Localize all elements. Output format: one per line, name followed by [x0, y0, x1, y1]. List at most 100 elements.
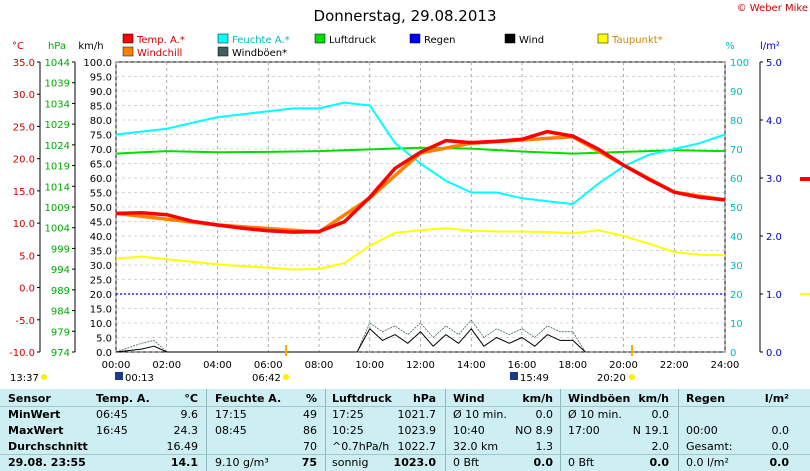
sunset-sun-icon	[629, 374, 635, 380]
table-cell: sonnig	[332, 456, 369, 469]
table-cell: MaxWert	[8, 424, 64, 437]
wind-tick-label: 50.0	[90, 203, 112, 214]
time-tick-label: 16:00	[508, 360, 537, 371]
sun-icon	[283, 374, 289, 380]
time-tick-label: 08:00	[305, 360, 334, 371]
table-cell: 9.10 g/m³	[215, 456, 269, 469]
temp-tick-label: 5.0	[19, 251, 35, 262]
table-header-cell: Luftdruck	[332, 392, 392, 405]
temp-tick-label: 25.0	[13, 122, 35, 133]
table-cell: 75	[301, 456, 317, 469]
legend-swatch	[122, 46, 134, 57]
humidity-tick-label: 100	[730, 58, 749, 69]
table-separator	[560, 389, 561, 471]
legend-label: Windböen*	[232, 48, 287, 59]
temp-tick-label: 30.0	[13, 90, 35, 101]
table-cell: 16:45	[96, 424, 128, 437]
humidity-tick-label: 30	[730, 261, 743, 272]
table-cell: 10:25	[332, 424, 364, 437]
table-header-cell: l/m²	[764, 392, 789, 405]
table-cell: 0.0 l/m²	[686, 456, 729, 469]
table-cell: 10:40	[453, 424, 485, 437]
table-header-cell: km/h	[638, 392, 669, 405]
table-cell: 86	[303, 424, 317, 437]
pressure-tick-label: 994	[51, 265, 70, 276]
humidity-tick-label: 20	[730, 290, 743, 301]
table-cell: 0.0	[649, 456, 670, 469]
wind-tick-label: 55.0	[90, 189, 112, 200]
table-cell: N 19.1	[632, 424, 669, 437]
axis-unit: l/m²	[760, 41, 780, 52]
table-cell: NO 8.9	[515, 424, 553, 437]
pressure-tick-label: 1024	[45, 141, 70, 152]
wind-tick-label: 45.0	[90, 218, 112, 229]
wind-tick-label: 65.0	[90, 160, 112, 171]
legend-swatch	[217, 33, 229, 44]
legend-label: Temp. A.*	[136, 35, 185, 46]
legend-label: Feuchte A.*	[232, 35, 290, 46]
time-tick-label: 06:00	[254, 360, 283, 371]
table-header-cell: Wind	[453, 392, 485, 405]
pressure-tick-label: 1029	[45, 120, 70, 131]
table-cell: 1.3	[535, 440, 554, 453]
pressure-tick-label: 1009	[45, 203, 70, 214]
legend: Temp. A.* Feuchte A.* Luftdruck Regen Wind Ta…	[122, 33, 663, 59]
table-cell: 1021.7	[397, 408, 437, 421]
rain-tick-label: 1.0	[766, 290, 782, 301]
table-cell: 06:45	[96, 408, 128, 421]
table-cell: 0 Bft	[568, 456, 595, 469]
pressure-tick-label: 1044	[45, 58, 70, 69]
wind-tick-label: 95.0	[90, 73, 112, 84]
legend-label: Windchill	[137, 48, 182, 59]
table-cell: 0.0	[771, 440, 790, 453]
time-tick-label: 14:00	[457, 360, 486, 371]
plot-area	[115, 61, 726, 353]
wind-tick-label: 40.0	[90, 232, 112, 243]
table-cell: 16.49	[166, 440, 199, 453]
axis-unit: km/h	[78, 41, 103, 52]
sunset-moon-label: 15:49	[520, 373, 549, 384]
legend-label: Regen	[424, 35, 456, 46]
pressure-tick-label: 999	[51, 244, 70, 255]
table-header-cell: °C	[184, 392, 198, 405]
legend-swatch	[314, 33, 326, 44]
wind-tick-label: 85.0	[90, 102, 112, 113]
table-header-cell: hPa	[412, 392, 436, 405]
sunset-moon-marker-icon	[510, 372, 518, 380]
wind-tick-label: 20.0	[90, 290, 112, 301]
table-cell: 1022.7	[397, 440, 437, 453]
legend-label: Luftdruck	[329, 35, 376, 46]
rain-tick-label: 4.0	[766, 116, 782, 127]
weather-chart: Donnerstag, 29.08.2013 © Weber Mike Temp…	[9, 3, 810, 384]
time-tick-label: 18:00	[558, 360, 587, 371]
rain-tick-label: 3.0	[766, 174, 782, 185]
table-rule	[0, 454, 810, 455]
humidity-tick-label: 90	[730, 87, 743, 98]
wind-tick-label: 100.0	[83, 58, 112, 69]
sun-events: 13:37 00:13 06:42 15:49 20:20	[10, 345, 635, 384]
temp-tick-label: 10.0	[13, 219, 35, 230]
table-cell: 0.0	[651, 408, 670, 421]
wind-tick-label: 90.0	[90, 87, 112, 98]
pressure-tick-label: 1039	[45, 79, 70, 90]
legend-swatch	[122, 33, 134, 44]
legend-swatch	[409, 33, 421, 44]
wind-tick-label: 25.0	[90, 276, 112, 287]
offscreen-temp-stub	[800, 177, 810, 181]
temp-tick-label: 0.0	[19, 284, 35, 295]
series-wind	[115, 328, 586, 353]
table-header-cell: Temp. A.	[96, 392, 150, 405]
table-cell: 49	[303, 408, 317, 421]
legend-swatch	[597, 33, 609, 44]
table-cell: Gesamt:	[686, 440, 733, 453]
table-separator	[206, 389, 207, 471]
table-cell: Ø 10 min.	[568, 408, 622, 421]
table-cell: 70	[303, 440, 317, 453]
pressure-tick-label: 979	[51, 327, 70, 338]
pressure-tick-label: 984	[51, 307, 70, 318]
time-tick-label: 02:00	[152, 360, 181, 371]
temp-tick-label: -10.0	[9, 348, 35, 359]
wind-tick-label: 70.0	[90, 145, 112, 156]
time-tick-label: 10:00	[355, 360, 384, 371]
table-cell: ^0.7hPa/h	[332, 440, 390, 453]
